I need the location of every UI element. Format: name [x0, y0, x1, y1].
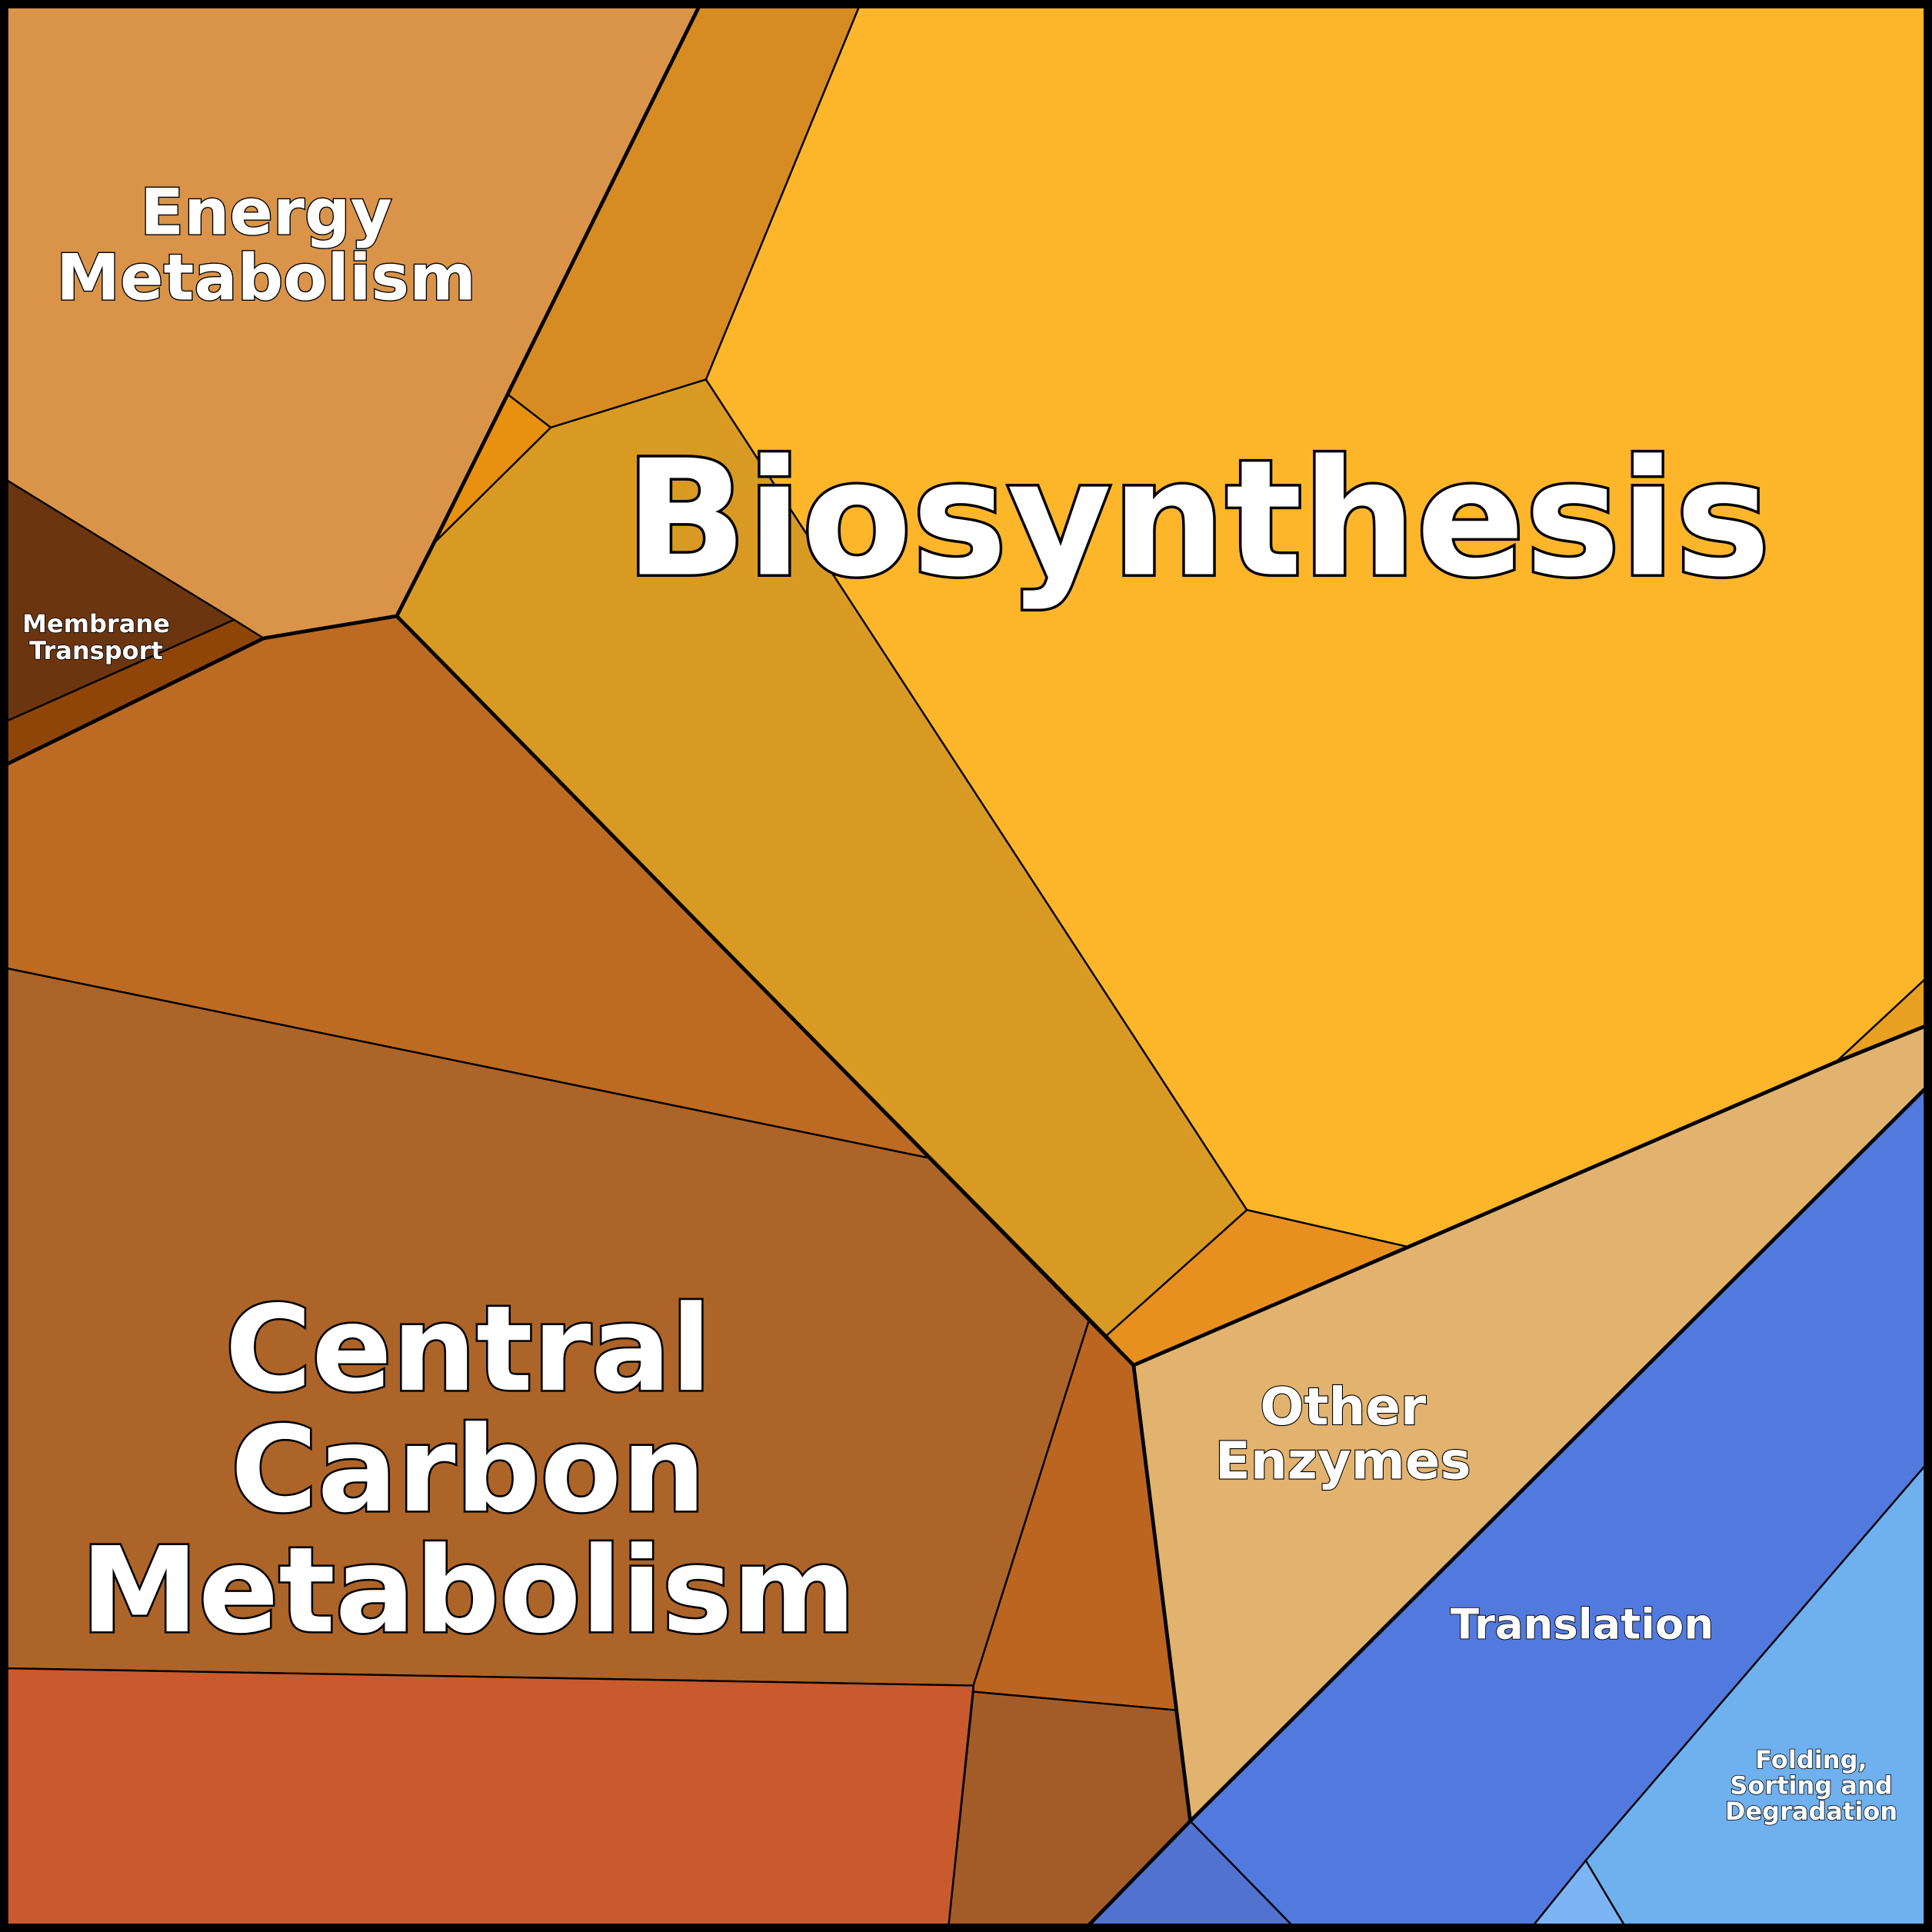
region-label: Carbon	[231, 1401, 706, 1539]
group-border	[395, 615, 1192, 1927]
region-label: Biosynthesis	[625, 427, 1770, 613]
cell	[6, 1667, 974, 1926]
region-label: Metabolism	[81, 1522, 856, 1660]
group-border	[1132, 1024, 1926, 1367]
region-label: Central	[225, 1281, 711, 1418]
region-label: Enzymes	[1215, 1431, 1471, 1491]
labels: EnergyMetabolismBiosynthesisMembraneTran…	[22, 174, 1898, 1827]
region-label: Membrane	[22, 609, 170, 638]
group-border	[6, 6, 701, 766]
region-label: Translation	[1451, 1600, 1714, 1649]
group-border	[1188, 1088, 1927, 1823]
cells	[6, 6, 1926, 1926]
region-label: Energy	[140, 175, 392, 249]
region-label: Transport	[29, 636, 163, 665]
region-label: Metabolism	[56, 240, 476, 315]
region-label: Degradation	[1725, 1797, 1897, 1826]
region-label: Other	[1260, 1377, 1426, 1437]
group-borders	[6, 6, 1927, 1927]
region-label: Folding,	[1755, 1745, 1867, 1774]
region-label: Sorting and	[1730, 1771, 1892, 1800]
